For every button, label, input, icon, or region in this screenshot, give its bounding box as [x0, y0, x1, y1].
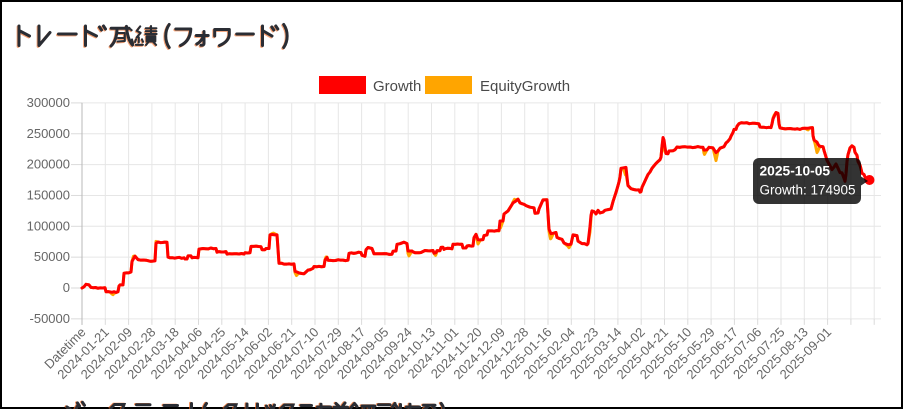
- svg-text:200000: 200000: [27, 157, 70, 172]
- svg-text:150000: 150000: [27, 187, 70, 202]
- svg-text:250000: 250000: [27, 126, 70, 141]
- svg-text:2025-10-05: 2025-10-05: [760, 164, 831, 179]
- svg-text:300000: 300000: [27, 95, 70, 110]
- svg-text:Growth: 174905: Growth: 174905: [760, 183, 856, 198]
- svg-text:-50000: -50000: [30, 311, 70, 326]
- svg-text:0: 0: [63, 280, 70, 295]
- svg-text:50000: 50000: [34, 249, 70, 264]
- svg-text:Growth: Growth: [373, 78, 421, 95]
- svg-text:EquityGrowth: EquityGrowth: [480, 78, 570, 95]
- svg-text:100000: 100000: [27, 218, 70, 233]
